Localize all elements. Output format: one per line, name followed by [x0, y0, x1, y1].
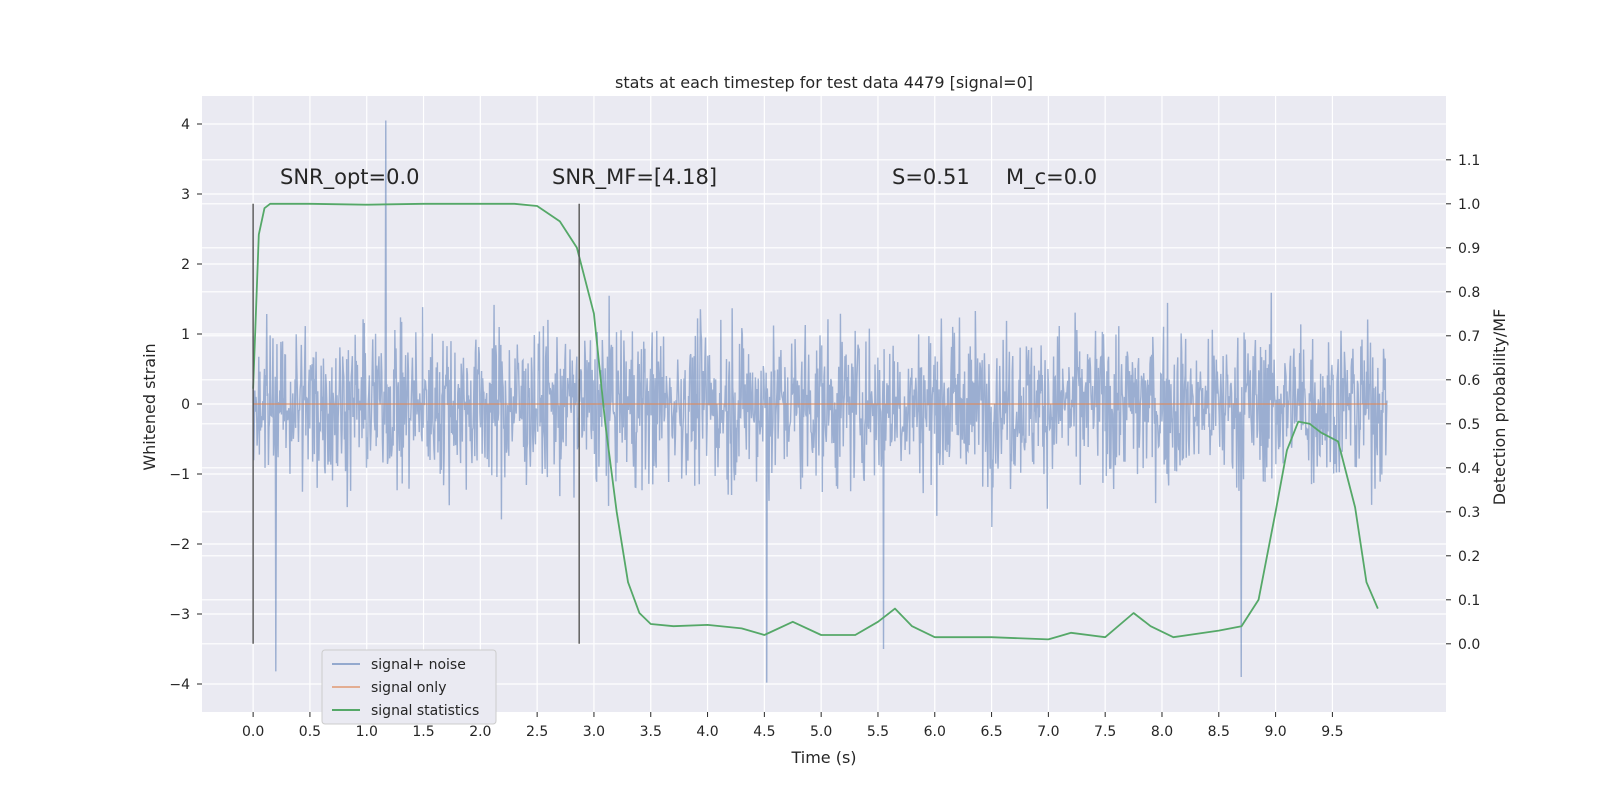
- x-tick-label: 8.5: [1208, 724, 1230, 740]
- x-tick-label: 7.0: [1037, 724, 1059, 740]
- x-tick-label: 2.5: [526, 724, 548, 740]
- y2-tick-label: 0.1: [1458, 593, 1480, 609]
- x-tick-label: 7.5: [1094, 724, 1116, 740]
- x-tick-label: 3.0: [583, 724, 605, 740]
- y2-tick-label: 0.6: [1458, 373, 1480, 389]
- legend-box: [321, 649, 497, 725]
- y2-tick-label: 0.5: [1458, 417, 1480, 433]
- x-tick-label: 1.5: [412, 724, 434, 740]
- x-axis-label: Time (s): [790, 748, 856, 767]
- x-tick-label: 5.0: [810, 724, 832, 740]
- chart-title: stats at each timestep for test data 447…: [615, 73, 1033, 92]
- y-tick-label: −2: [169, 537, 190, 553]
- y2-tick-label: 0.8: [1458, 285, 1480, 301]
- legend: signal+ noise signal only signal statist…: [321, 649, 497, 725]
- x-axis-ticks: 0.0 0.5 1.0 1.5 2.0 2.5 3.0 3.5 4.0 4.5 5.0 5.5 6.0 6…: [242, 712, 1344, 740]
- x-tick-label: 9.0: [1264, 724, 1286, 740]
- x-tick-label: 1.0: [356, 724, 378, 740]
- series-signal-plus-noise: [252, 120, 1388, 683]
- vertical-markers: [252, 203, 580, 644]
- y-tick-label: 2: [181, 257, 190, 273]
- x-tick-label: 2.0: [469, 724, 491, 740]
- legend-label-signal-only: signal only: [371, 680, 446, 696]
- y2-tick-label: 0.0: [1458, 637, 1480, 653]
- y2-tick-label: 0.4: [1458, 461, 1480, 477]
- x-tick-label: 3.5: [640, 724, 662, 740]
- y-tick-label: 3: [181, 187, 190, 203]
- x-tick-label: 4.0: [696, 724, 718, 740]
- x-tick-label: 4.5: [753, 724, 775, 740]
- x-tick-label: 9.5: [1321, 724, 1343, 740]
- y2-axis-label: Detection probability/MF: [1490, 309, 1509, 506]
- legend-label-signal-plus-noise: signal+ noise: [371, 657, 466, 673]
- y-tick-label: −4: [169, 677, 190, 693]
- y-axis-label: Whitened strain: [140, 343, 159, 470]
- y2-tick-label: 0.2: [1458, 549, 1480, 565]
- annotation-snr-opt: SNR_opt=0.0: [280, 165, 420, 190]
- y2-tick-label: 0.9: [1458, 241, 1480, 257]
- x-tick-label: 6.5: [980, 724, 1002, 740]
- x-tick-label: 0.0: [242, 724, 264, 740]
- y2-tick-label: 1.1: [1458, 153, 1480, 169]
- x-tick-label: 8.0: [1151, 724, 1173, 740]
- y2-tick-label: 1.0: [1458, 197, 1480, 213]
- y2-tick-label: 0.7: [1458, 329, 1480, 345]
- signal-plus-noise-line: [252, 120, 1388, 683]
- y-axis-ticks: −4 −3 −2 −1 0 1 2 3 4: [169, 117, 202, 693]
- series-lines: [252, 202, 1387, 641]
- annotation-s: S=0.51: [892, 165, 970, 189]
- y-tick-label: −3: [169, 607, 190, 623]
- x-tick-label: 0.5: [299, 724, 321, 740]
- y-tick-label: 4: [181, 117, 190, 133]
- y-tick-label: 0: [181, 397, 190, 413]
- x-tick-label: 6.0: [924, 724, 946, 740]
- x-tick-label: 5.5: [867, 724, 889, 740]
- annotation-snr-mf: SNR_MF=[4.18]: [552, 165, 717, 190]
- annotation-mc: M_c=0.0: [1006, 165, 1097, 190]
- legend-label-signal-statistics: signal statistics: [371, 703, 479, 719]
- y2-tick-label: 0.3: [1458, 505, 1480, 521]
- y-tick-label: −1: [169, 467, 190, 483]
- signal-statistics-line: [252, 202, 1379, 641]
- y-tick-label: 1: [181, 327, 190, 343]
- y2-axis-ticks: 0.0 0.1 0.2 0.3 0.4 0.5 0.6 0.7 0.8 0.9 1.0 1.1: [1446, 153, 1480, 653]
